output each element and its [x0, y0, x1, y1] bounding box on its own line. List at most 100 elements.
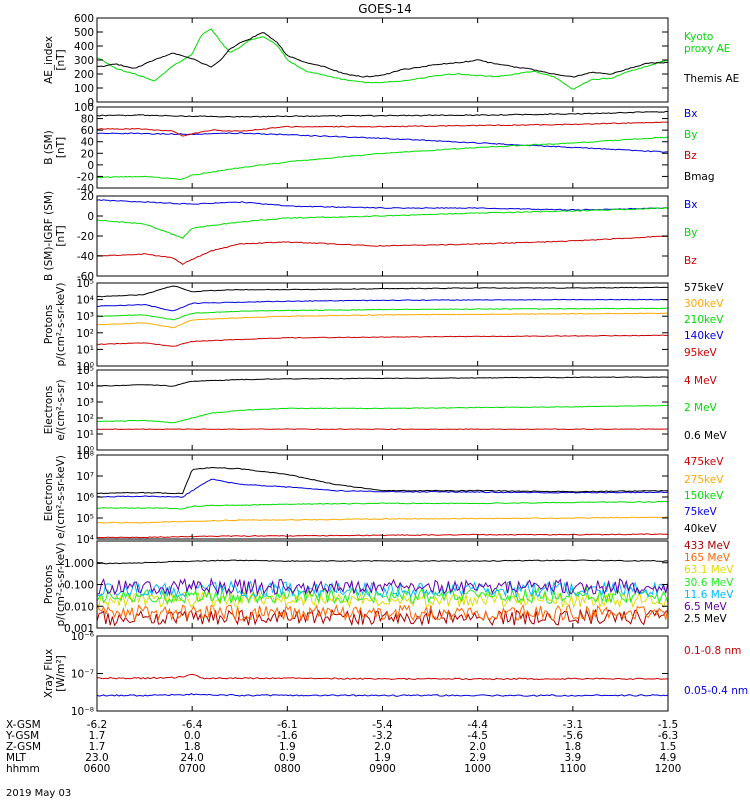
- legend-electrons_kev-1: 275keV: [684, 474, 724, 486]
- ytick-label-electrons_mev: 10⁵: [76, 365, 94, 377]
- xaxis-tick-value: -5.4: [372, 719, 393, 731]
- legend-electrons_kev-3: 75keV: [684, 506, 718, 518]
- xaxis-tick-value: 1.7: [89, 741, 106, 753]
- series-protons_low-2: [97, 307, 668, 321]
- ylabel-protons_low: p/(cm²-s-sr-keV): [55, 283, 67, 367]
- xaxis-tick-value: 0800: [274, 763, 301, 775]
- legend-electrons_mev-2: 0.6 MeV: [684, 430, 728, 442]
- ytick-label-ae: 300: [74, 55, 94, 67]
- xaxis-tick-value: 2.0: [374, 741, 391, 753]
- ylabel-ae: [nT]: [55, 49, 67, 70]
- panel-protons_low: 575keV 300keV 210keV 140keV 95keV 10⁰ 10¹ 10² 10…: [43, 278, 724, 373]
- ytick-label-ae: 200: [74, 69, 94, 81]
- ytick-label-electrons_kev: 10⁶: [76, 492, 94, 504]
- xaxis-tick-value: -1.6: [277, 730, 298, 742]
- series-protons_low-1: [97, 312, 668, 329]
- ytick-label-electrons_mev: 10²: [76, 413, 94, 425]
- ytick-label-ae: 600: [74, 13, 94, 25]
- ylabel-xray: Xray Flux: [43, 649, 55, 698]
- xaxis-tick-value: 1.9: [374, 752, 391, 764]
- legend-protons_low-2: 210keV: [684, 314, 724, 326]
- ytick-label-electrons_kev: 10⁴: [76, 534, 94, 546]
- series-protons_high-0: [97, 608, 668, 627]
- xaxis-tick-value: 0700: [179, 763, 206, 775]
- legend-bsm-3: Bmag: [684, 171, 715, 183]
- legend-protons_low-3: 140keV: [684, 330, 724, 342]
- ytick-label-bsm: -20: [77, 171, 94, 183]
- ytick-label-electrons_mev: 10⁰: [76, 445, 94, 457]
- legend-protons_high-0: 433 MeV: [684, 540, 731, 552]
- xaxis-tick-value: -3.1: [563, 719, 584, 731]
- series-electrons_mev-2: [97, 376, 668, 387]
- ylabel-bsm: [nT]: [55, 137, 67, 158]
- ylabel-electrons_mev: e/(cm²-s-sr): [55, 379, 67, 440]
- legend-electrons_kev-2: 150keV: [684, 490, 724, 502]
- xaxis-tick-value: 2.9: [469, 752, 486, 764]
- xaxis-tick-value: 1.8: [564, 741, 581, 753]
- xaxis-tick-value: 3.9: [564, 752, 581, 764]
- xaxis-tick-value: 0.9: [279, 752, 296, 764]
- ytick-label-bsm: 20: [81, 148, 94, 160]
- ytick-label-protons_low: 10²: [76, 328, 94, 340]
- ytick-label-bigrf: -60: [77, 271, 94, 283]
- series-protons_high-6: [97, 559, 668, 565]
- xaxis-tick-value: 0600: [84, 763, 111, 775]
- ytick-label-electrons_mev: 10⁴: [76, 381, 94, 393]
- xaxis-tick-value: -1.5: [658, 719, 679, 731]
- legend-electrons_kev-4: 40keV: [684, 523, 718, 535]
- legend-bsm-0: Bx: [684, 108, 697, 120]
- xaxis-tick-value: -6.1: [277, 719, 298, 731]
- xaxis-tick-value: 0900: [369, 763, 396, 775]
- ylabel-bigrf: [nT]: [55, 225, 67, 246]
- xaxis-tick-value: 1.5: [660, 741, 677, 753]
- legend-bigrf-2: Bz: [684, 255, 697, 267]
- panel-frame: [96, 635, 669, 712]
- xaxis-row-label: X-GSM: [6, 719, 41, 731]
- legend-protons_low-0: 575keV: [684, 282, 724, 294]
- legend-electrons_mev-1: 2 MeV: [684, 402, 718, 414]
- plot-title: GOES-14: [358, 2, 412, 16]
- ytick-label-xray: 10⁻⁶: [71, 631, 94, 643]
- xaxis-tick-value: 1200: [655, 763, 682, 775]
- panel-xray: 0.1-0.8 nm 0.05-0.4 nm 10⁻⁸ 10⁻⁷ 10⁻⁶ Xray Fl…: [43, 631, 748, 718]
- ytick-label-protons_low: 10³: [76, 311, 94, 323]
- xaxis-tick-value: 0.0: [184, 730, 201, 742]
- panel-electrons_kev: 475keV 275keV 150keV 75keV 40keV 10⁴ 10⁵ 10⁶ 10⁷…: [43, 450, 724, 546]
- xaxis-row-label: Z-GSM: [6, 741, 41, 753]
- legend-protons_high-5: 6.5 MeV: [684, 601, 728, 613]
- series-ae-1: [97, 32, 668, 78]
- ytick-label-protons_high: 0.010: [64, 601, 94, 613]
- ylabel-ae: AE_index: [43, 36, 55, 84]
- series-protons_low-4: [97, 334, 668, 347]
- series-bigrf-1: [97, 207, 668, 239]
- series-bsm-3: [97, 110, 668, 118]
- ylabel-bigrf: B (SM)-IGRF (SM): [43, 191, 55, 281]
- ytick-label-bsm: 40: [81, 137, 94, 149]
- series-protons_high-2: [97, 590, 668, 610]
- ytick-label-protons_low: 10⁰: [76, 361, 94, 373]
- ytick-label-bigrf: -40: [77, 251, 94, 263]
- legend-protons_high-1: 165 MeV: [684, 552, 731, 564]
- legend-protons_high-3: 30.6 MeV: [684, 577, 734, 589]
- ylabel-protons_high: Protons: [43, 565, 55, 604]
- date-label: 2019 May 03: [6, 788, 71, 799]
- ytick-label-protons_high: 0.001: [64, 623, 94, 635]
- legend-electrons_kev-0: 475keV: [684, 456, 724, 468]
- ylabel-xray: [W/m²]: [55, 655, 67, 692]
- series-ae-0: [97, 28, 668, 90]
- xaxis-tick-value: 1.9: [279, 741, 296, 753]
- legend-protons_low-1: 300keV: [684, 298, 724, 310]
- legend-ae-0: proxy AE: [684, 43, 730, 55]
- legend-protons_low-4: 95keV: [684, 347, 718, 359]
- xaxis-tick-value: -6.4: [182, 719, 203, 731]
- ytick-label-bsm: 100: [74, 102, 94, 114]
- ytick-label-bsm: 0: [87, 160, 94, 172]
- legend-ae-0: Kyoto: [684, 31, 713, 43]
- ytick-label-xray: 10⁻⁷: [71, 669, 94, 681]
- series-electrons_kev-4: [97, 466, 668, 495]
- ytick-label-electrons_kev: 10⁸: [76, 450, 94, 462]
- ylabel-bsm: B (SM): [43, 130, 55, 164]
